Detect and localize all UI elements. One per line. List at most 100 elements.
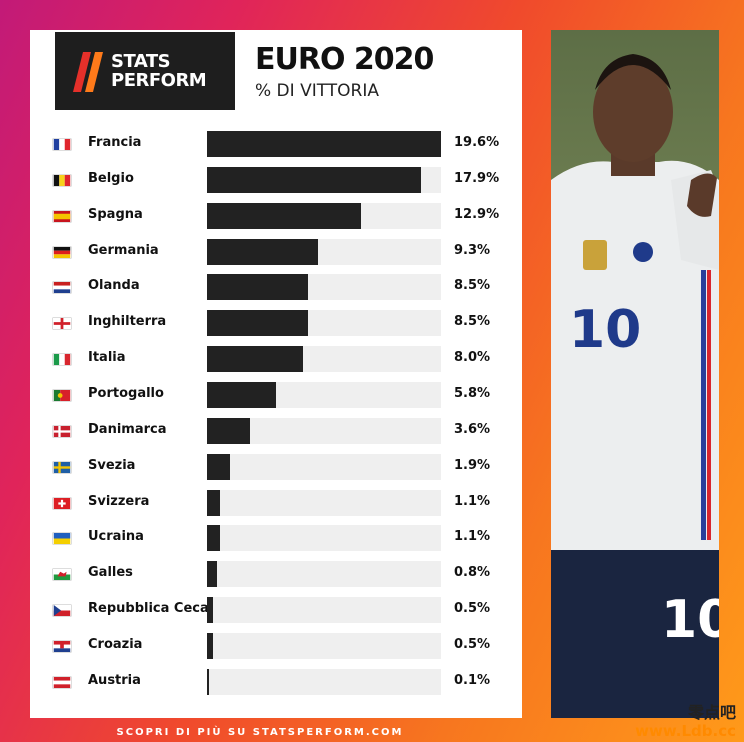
flag-switzerland-icon <box>53 497 71 509</box>
bar-row: Spagna 12.9% <box>30 202 522 230</box>
bar-row: Svizzera 1.1% <box>30 489 522 517</box>
value-label: 5.8% <box>454 385 491 401</box>
flag-croatia-icon <box>53 640 71 652</box>
bar-row: Austria 0.1% <box>30 668 522 696</box>
bar <box>207 632 213 659</box>
logo-line-1: STATS <box>111 51 171 72</box>
bar-row: Svezia 1.9% <box>30 453 522 481</box>
bar <box>207 561 217 588</box>
bar-row: Inghilterra 8.5% <box>30 309 522 337</box>
category-label: Ucraina <box>88 529 144 545</box>
category-label: Svizzera <box>88 493 150 509</box>
bar-track <box>207 381 441 408</box>
shorts-number: 10 <box>661 590 719 650</box>
bar-row: Belgio 17.9% <box>30 166 522 194</box>
flag-england-icon <box>53 318 71 330</box>
chart-card: STATS PERFORM EURO 2020 % DI VITTORIA Fr… <box>30 30 522 718</box>
bar-track <box>207 417 441 444</box>
bar <box>207 346 303 373</box>
bar <box>207 274 309 301</box>
category-label: Svezia <box>88 457 136 473</box>
value-label: 0.5% <box>454 601 491 617</box>
flag-czech-icon <box>53 605 71 617</box>
bar-track <box>207 597 441 624</box>
bar-track <box>207 489 441 516</box>
bar-row: Repubblica Ceca 0.5% <box>30 596 522 624</box>
bar <box>207 310 309 337</box>
bar <box>207 238 319 265</box>
bar <box>207 381 277 408</box>
flag-wales-icon <box>53 569 71 581</box>
bar-row: Germania 9.3% <box>30 238 522 266</box>
category-label: Danimarca <box>88 421 167 437</box>
category-label: Repubblica Ceca <box>88 601 209 617</box>
bar-row: Ucraina 1.1% <box>30 524 522 552</box>
chart-title: EURO 2020 <box>255 42 434 77</box>
flag-sweden-icon <box>53 461 71 473</box>
watermark-cn: 零点吧 <box>687 703 736 722</box>
bar <box>207 489 221 516</box>
bar-track <box>207 525 441 552</box>
site-watermark: 零点吧 www.Ldb.cc <box>635 703 736 741</box>
value-label: 8.0% <box>454 350 491 366</box>
value-label: 1.9% <box>454 457 491 473</box>
flag-italy-icon <box>53 354 71 366</box>
category-label: Austria <box>88 672 141 688</box>
bar-track <box>207 310 441 337</box>
bar-row: Portogallo 5.8% <box>30 381 522 409</box>
category-label: Italia <box>88 350 126 366</box>
bar-row: Danimarca 3.6% <box>30 417 522 445</box>
value-label: 19.6% <box>454 135 500 150</box>
bar-row: Francia 19.6% <box>30 130 522 158</box>
value-label: 1.1% <box>454 493 491 509</box>
bar-track <box>207 166 441 193</box>
flag-france-icon <box>53 139 71 150</box>
value-label: 1.1% <box>454 529 491 545</box>
bar-track <box>207 131 441 157</box>
bar-track <box>207 202 441 229</box>
category-label: Belgio <box>88 170 134 186</box>
bar-track <box>207 274 441 301</box>
logo-line-2: PERFORM <box>111 70 207 91</box>
category-label: Inghilterra <box>88 314 167 330</box>
bar <box>207 525 221 552</box>
category-label: Spagna <box>88 206 143 222</box>
value-label: 8.5% <box>454 278 491 294</box>
bar-track <box>207 561 441 588</box>
bar <box>207 202 361 229</box>
category-label: Galles <box>88 565 133 581</box>
flag-portugal-icon <box>53 389 71 401</box>
bar-row: Croazia 0.5% <box>30 632 522 660</box>
logo-wordmark: STATS PERFORM <box>111 51 207 91</box>
stats-perform-logo: STATS PERFORM <box>55 32 235 110</box>
bar <box>207 453 230 480</box>
value-label: 3.6% <box>454 421 491 437</box>
footer-link[interactable]: SCOPRI DI PIÙ SU STATSPERFORM.COM <box>116 727 404 738</box>
flag-spain-icon <box>53 210 71 222</box>
flag-belgium-icon <box>53 174 71 186</box>
bar-row: Italia 8.0% <box>30 345 522 373</box>
value-label: 0.8% <box>454 565 491 581</box>
player-photo: 10 10 <box>551 30 719 718</box>
bar-track <box>207 346 441 373</box>
bar-row: Galles 0.8% <box>30 560 522 588</box>
bar <box>207 417 250 444</box>
category-label: Portogallo <box>88 385 164 401</box>
logo-slash-icon <box>73 52 103 92</box>
bar-row: Olanda 8.5% <box>30 273 522 301</box>
bar-track <box>207 668 441 695</box>
flag-denmark-icon <box>53 425 71 437</box>
flag-germany-icon <box>53 246 71 258</box>
bar-track <box>207 632 441 659</box>
value-label: 9.3% <box>454 242 491 258</box>
bar-track <box>207 238 441 265</box>
value-label: 12.9% <box>454 206 500 222</box>
value-label: 0.1% <box>454 672 491 688</box>
watermark-url: www.Ldb.cc <box>635 722 736 740</box>
jersey-number: 10 <box>569 300 642 360</box>
category-label: Francia <box>88 135 142 150</box>
category-label: Croazia <box>88 636 143 652</box>
flag-ukraine-icon <box>53 533 71 545</box>
category-label: Olanda <box>88 278 140 294</box>
bar <box>207 131 441 157</box>
